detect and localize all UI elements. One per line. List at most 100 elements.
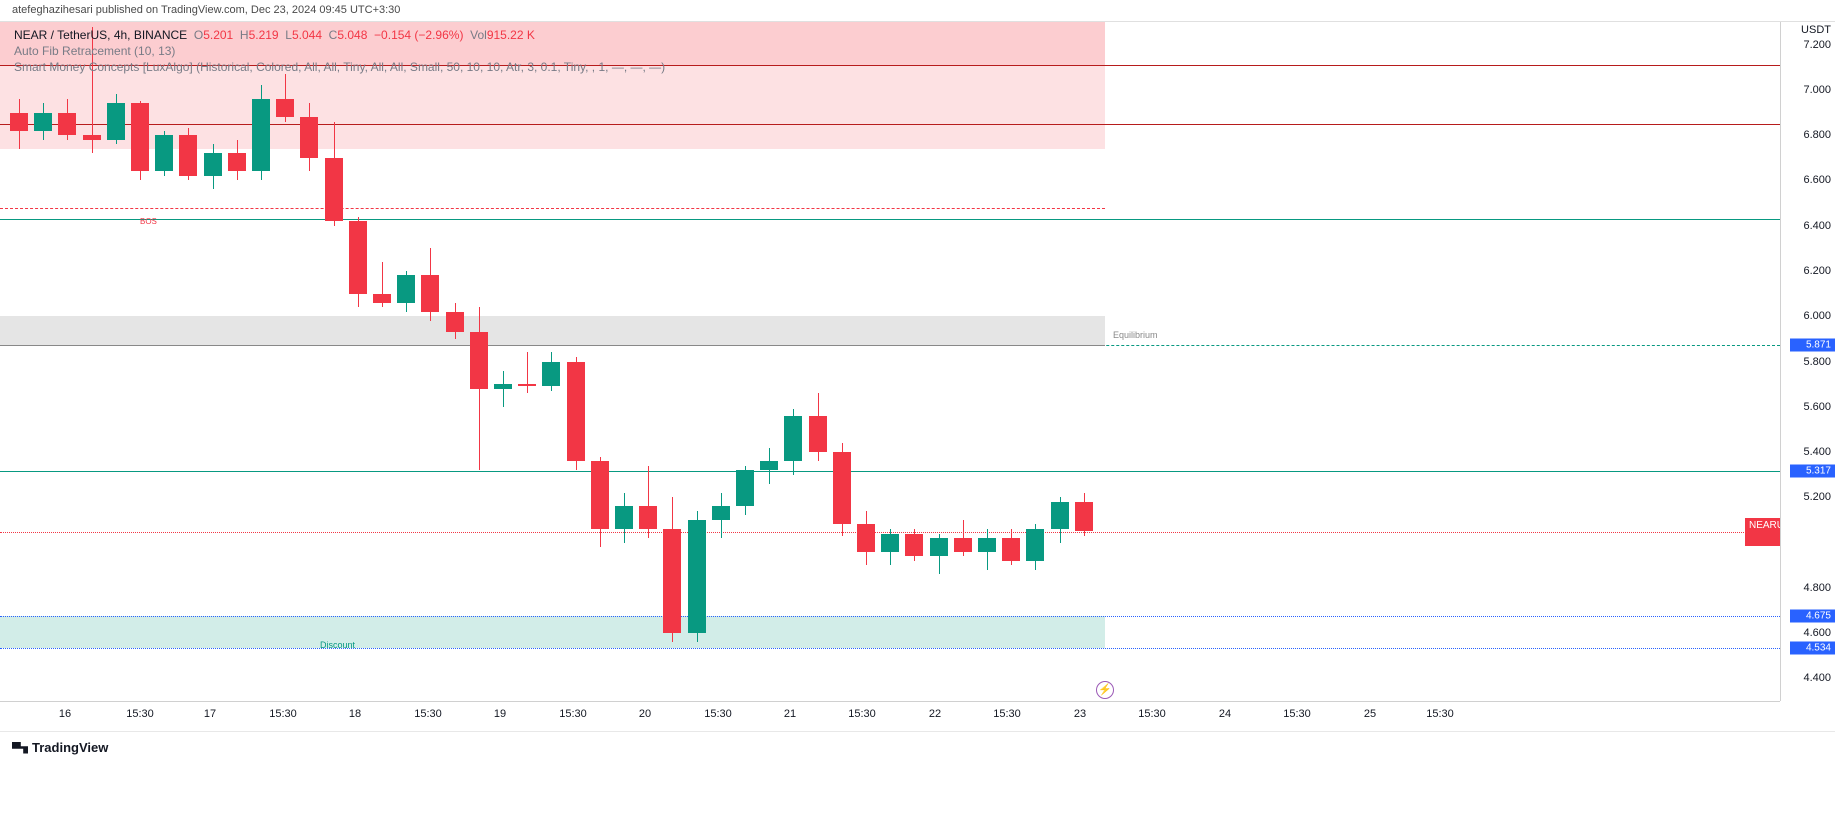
time-tick: 15:30 [269, 708, 297, 720]
publish-header: atefeghazihesari published on TradingVie… [0, 0, 1835, 22]
candle-body [760, 461, 778, 470]
candle-body [34, 113, 52, 131]
candle-body [179, 135, 197, 176]
horizontal-line [0, 345, 1105, 346]
time-tick: 21 [784, 708, 796, 720]
time-tick: 16 [59, 708, 71, 720]
horizontal-line [0, 208, 1105, 209]
candle-body [1075, 502, 1093, 531]
zone-label: BOS [140, 217, 157, 226]
time-tick: 15:30 [559, 708, 587, 720]
price-tick: 4.800 [1803, 582, 1831, 594]
candle-body [857, 524, 875, 551]
price-tick: 7.000 [1803, 84, 1831, 96]
candle-body [58, 113, 76, 136]
price-tick: 7.200 [1803, 39, 1831, 51]
price-label: 5.871 [1790, 339, 1835, 352]
price-tick: 4.600 [1803, 627, 1831, 639]
publish-text: atefeghazihesari published on TradingVie… [12, 4, 400, 16]
candle-body [131, 103, 149, 171]
time-tick: 15:30 [1426, 708, 1454, 720]
candle-body [881, 534, 899, 552]
time-tick: 17 [204, 708, 216, 720]
candle-body [978, 538, 996, 552]
candle-wick [503, 371, 504, 407]
candle-body [591, 461, 609, 529]
indicator-1: Auto Fib Retracement (10, 13) [14, 44, 175, 58]
time-tick: 24 [1219, 708, 1231, 720]
candle-body [276, 99, 294, 117]
price-zone [0, 316, 1105, 345]
zone-label: Discount [320, 640, 355, 650]
candle-body [252, 99, 270, 171]
candle-body [639, 506, 657, 529]
candle-body [615, 506, 633, 529]
price-tick: 6.000 [1803, 310, 1831, 322]
candle-body [83, 135, 101, 140]
candle-body [397, 275, 415, 302]
candle-body [784, 416, 802, 461]
time-tick: 22 [929, 708, 941, 720]
time-tick: 25 [1364, 708, 1376, 720]
price-tick: 6.400 [1803, 220, 1831, 232]
time-tick: 15:30 [1283, 708, 1311, 720]
candle-body [542, 362, 560, 387]
candle-body [688, 520, 706, 633]
price-axis[interactable]: USDT 7.200 7.000 6.800 6.600 6.400 6.200 6.000… [1780, 22, 1835, 701]
candle-body [954, 538, 972, 552]
candle-body [663, 529, 681, 633]
indicator-2: Smart Money Concepts [LuxAlgo] (Historic… [14, 60, 665, 74]
lightning-icon[interactable]: ⚡ [1096, 681, 1114, 699]
price-label: 4.675 [1790, 610, 1835, 623]
time-tick: 23 [1074, 708, 1086, 720]
candle-body [421, 275, 439, 311]
candle-body [905, 534, 923, 557]
price-label: 4.534 [1790, 642, 1835, 655]
candle-body [518, 384, 536, 386]
horizontal-line [0, 471, 1780, 472]
candle-body [325, 158, 343, 221]
symbol-name: NEAR / TetherUS, 4h, BINANCE [14, 28, 187, 42]
price-tick: 6.800 [1803, 129, 1831, 141]
candle-body [300, 117, 318, 158]
candle-body [470, 332, 488, 389]
tv-logo-icon [12, 742, 28, 754]
candle-body [567, 362, 585, 462]
candle-body [349, 221, 367, 293]
price-tick: 5.600 [1803, 401, 1831, 413]
time-tick: 15:30 [704, 708, 732, 720]
time-tick: 20 [639, 708, 651, 720]
candle-body [833, 452, 851, 524]
price-tick: 6.600 [1803, 174, 1831, 186]
axis-currency: USDT [1801, 24, 1831, 36]
price-tick: 6.200 [1803, 265, 1831, 277]
chart-area[interactable]: NEAR / TetherUS, 4h, BINANCE O5.201 H5.2… [0, 22, 1780, 701]
candle-body [736, 470, 754, 506]
price-tick: 4.400 [1803, 672, 1831, 684]
candle-body [930, 538, 948, 556]
time-tick: 19 [494, 708, 506, 720]
footer: TradingView [0, 731, 1835, 821]
zone-label: Equilibrium [1113, 330, 1158, 340]
candle-body [204, 153, 222, 176]
candle-body [494, 384, 512, 389]
time-axis[interactable]: 16 15:30 17 15:30 18 15:30 19 15:30 20 15:30 21 15:… [0, 701, 1780, 731]
symbol-info-line: NEAR / TetherUS, 4h, BINANCE O5.201 H5.2… [14, 28, 535, 42]
price-tick: 5.200 [1803, 491, 1831, 503]
candle-body [809, 416, 827, 452]
horizontal-line [0, 648, 1780, 649]
candle-body [1002, 538, 1020, 561]
time-tick: 15:30 [126, 708, 154, 720]
time-tick: 15:30 [1138, 708, 1166, 720]
tradingview-logo: TradingView [12, 740, 1823, 755]
candle-body [107, 103, 125, 139]
time-tick: 18 [349, 708, 361, 720]
brand-text: TradingView [32, 740, 108, 755]
candle-body [446, 312, 464, 332]
candle-body [1051, 502, 1069, 529]
candle-body [228, 153, 246, 171]
candle-body [10, 113, 28, 131]
candle-body [155, 135, 173, 171]
candle-body [1026, 529, 1044, 561]
time-tick: 15:30 [993, 708, 1021, 720]
